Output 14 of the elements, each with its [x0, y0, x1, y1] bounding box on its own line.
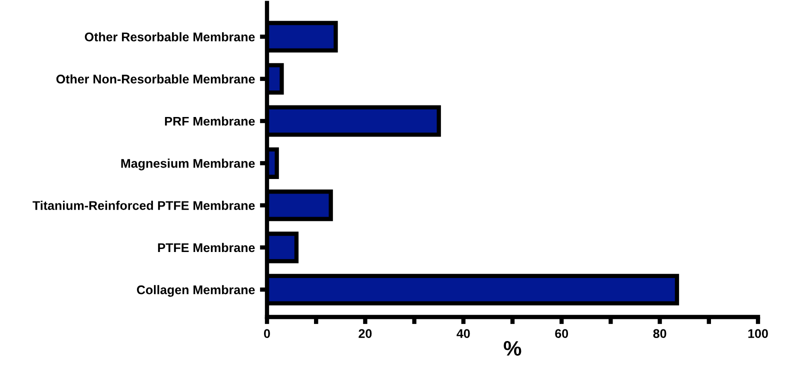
y-tick-label: PTFE Membrane	[158, 242, 255, 252]
x-tick-label: 0	[264, 329, 270, 338]
y-tick-label: Other Non-Resorbable Membrane	[56, 74, 255, 84]
x-axis-title: %	[504, 341, 522, 356]
x-tick-label: 20	[358, 329, 372, 338]
x-tick-label: 40	[456, 329, 470, 338]
x-tick-label: 60	[555, 329, 568, 338]
y-tick-label: Titanium-Reinforced PTFE Membrane	[32, 200, 255, 210]
y-tick-label: Magnesium Membrane	[121, 158, 255, 170]
x-tick-label: 100	[748, 329, 768, 338]
x-tick-label: 80	[653, 329, 666, 338]
y-tick-label: Other Resorbable Membrane	[84, 32, 255, 42]
y-tick-label: PRF Membrane	[165, 116, 255, 126]
y-tick-label: Collagen Membrane	[136, 285, 255, 297]
